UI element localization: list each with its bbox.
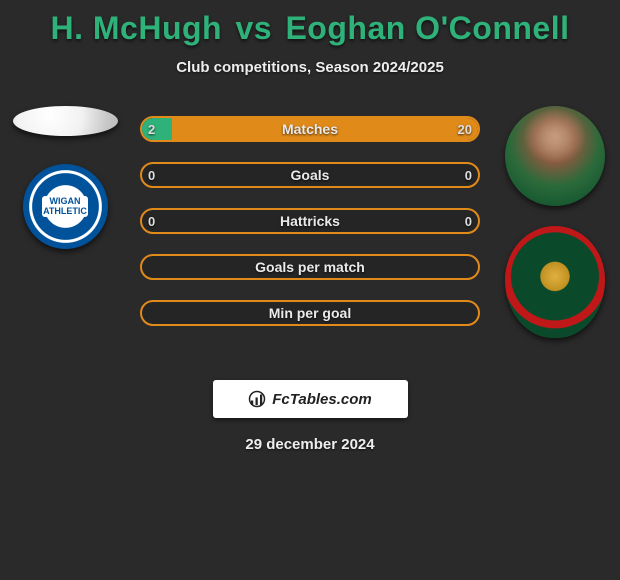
- title-vs: vs: [235, 10, 272, 46]
- stat-bars: 2 Matches 20 0 Goals 0 0 Hattricks 0: [140, 116, 480, 326]
- stat-right-value: 0: [450, 210, 472, 232]
- player1-column: WIGANATHLETIC: [5, 106, 125, 249]
- stat-bar-matches: 2 Matches 20: [140, 116, 480, 142]
- stat-label: Goals: [291, 167, 330, 183]
- crest-label: WIGANATHLETIC: [42, 196, 88, 218]
- stat-label: Goals per match: [255, 259, 365, 275]
- player1-avatar: [13, 106, 118, 136]
- player2-column: [495, 106, 615, 338]
- title-player1: H. McHugh: [50, 10, 222, 46]
- player2-avatar: [505, 106, 605, 206]
- attribution-badge: FcTables.com: [213, 380, 408, 418]
- stat-left-value: 0: [148, 210, 170, 232]
- stat-label: Min per goal: [269, 305, 351, 321]
- player1-club-crest: WIGANATHLETIC: [23, 164, 108, 249]
- date-text: 29 december 2024: [0, 436, 620, 453]
- stat-label: Hattricks: [280, 213, 340, 229]
- title-player2: Eoghan O'Connell: [285, 10, 569, 46]
- stat-left-value: [148, 302, 170, 324]
- stat-right-value: [450, 256, 472, 278]
- player2-club-crest: [505, 226, 605, 338]
- attribution-text: FcTables.com: [272, 391, 371, 408]
- stat-left-value: 2: [148, 118, 170, 140]
- fctables-logo-icon: [248, 390, 266, 408]
- content-area: WIGANATHLETIC 2 Matches 20 0 Goals 0: [0, 106, 620, 366]
- stat-right-value: [450, 302, 472, 324]
- stat-bar-goals-per-match: Goals per match: [140, 254, 480, 280]
- stat-right-value: 20: [450, 118, 472, 140]
- page-title: H. McHugh vs Eoghan O'Connell: [0, 0, 620, 47]
- stat-label: Matches: [282, 121, 338, 137]
- stat-bar-goals: 0 Goals 0: [140, 162, 480, 188]
- stat-bar-hattricks: 0 Hattricks 0: [140, 208, 480, 234]
- stat-left-value: 0: [148, 164, 170, 186]
- comparison-card: H. McHugh vs Eoghan O'Connell Club compe…: [0, 0, 620, 580]
- stat-right-value: 0: [450, 164, 472, 186]
- stat-left-value: [148, 256, 170, 278]
- subtitle: Club competitions, Season 2024/2025: [0, 59, 620, 76]
- stat-bar-min-per-goal: Min per goal: [140, 300, 480, 326]
